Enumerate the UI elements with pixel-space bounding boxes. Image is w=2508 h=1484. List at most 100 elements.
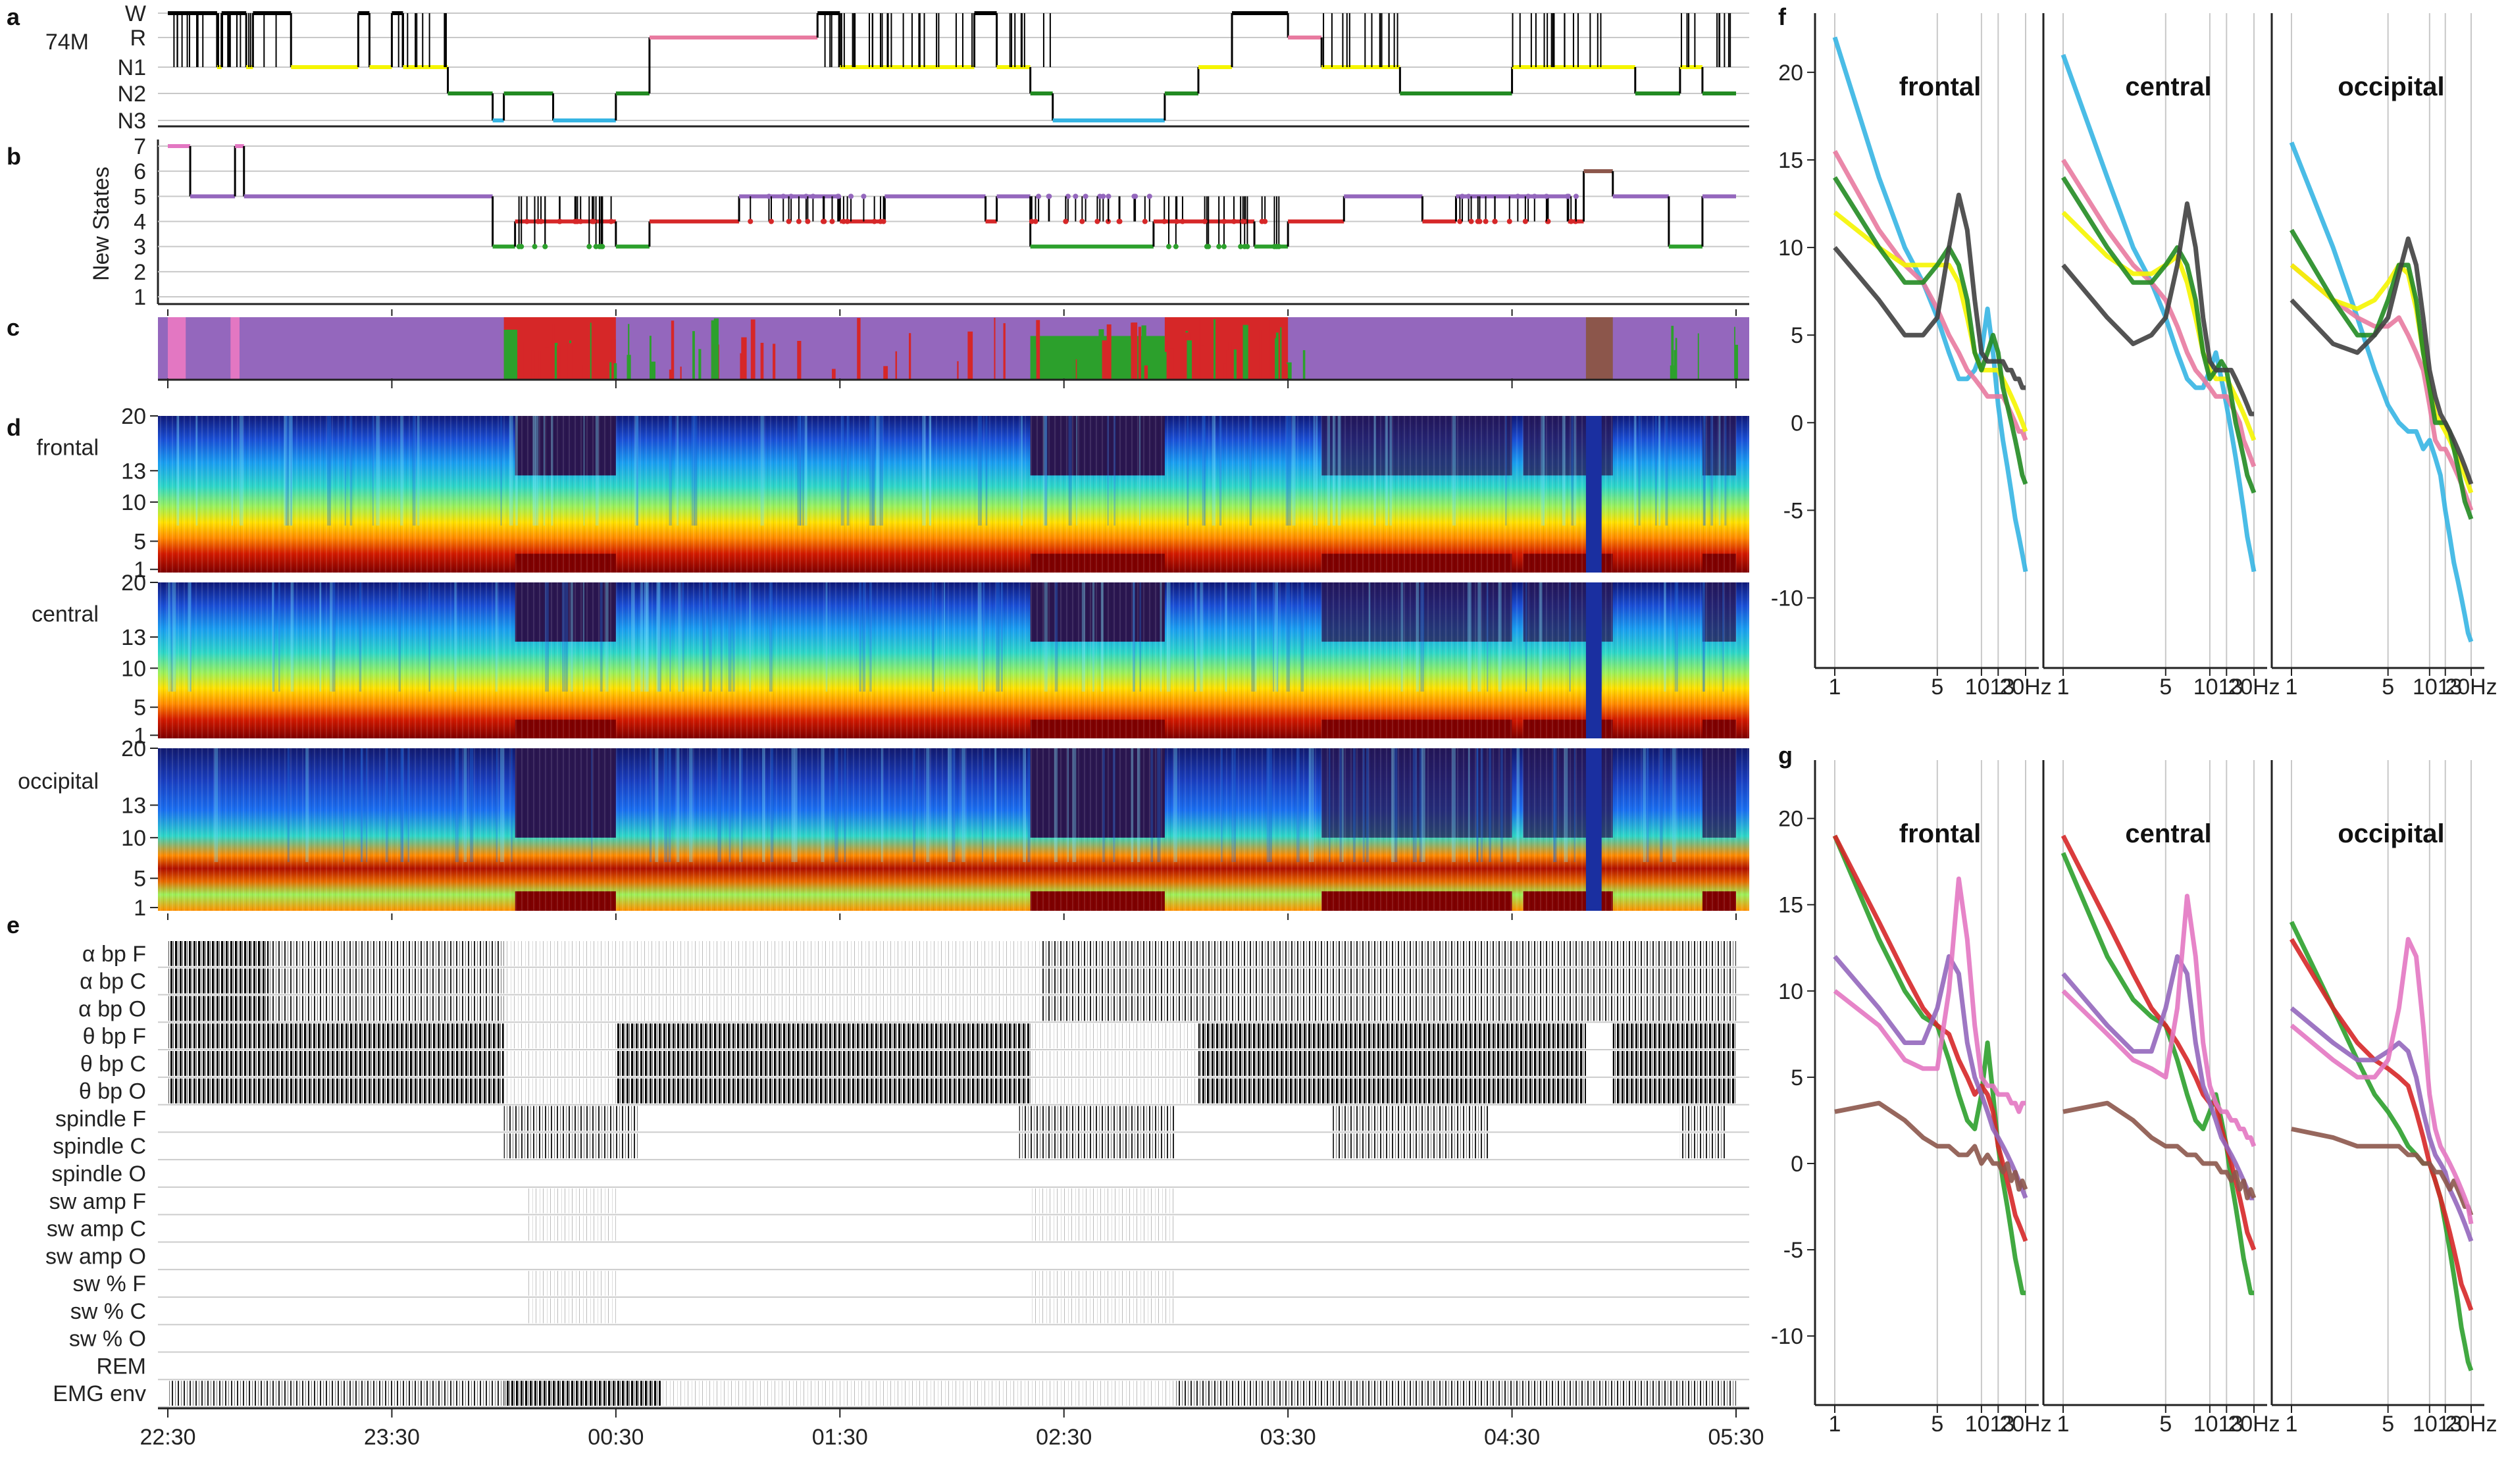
artifact-streak <box>1332 416 1336 526</box>
artifact-streak <box>682 582 684 692</box>
artifact-streak <box>1113 416 1116 526</box>
subplot-title-frontal: frontal <box>1899 819 1981 848</box>
spectrum-line-3 <box>2289 228 2474 520</box>
state-dot-4 <box>1142 218 1148 224</box>
stage-label-R: R <box>130 26 146 51</box>
artifact-streak <box>1702 582 1706 692</box>
state-dot-5 <box>1083 193 1088 199</box>
artifact-streak <box>664 748 668 862</box>
theta-dense <box>615 1023 1031 1049</box>
artifact-streak <box>319 582 322 692</box>
state-dot-5 <box>1046 193 1052 199</box>
feature-label-0: α bp F <box>82 942 146 967</box>
artifact-streak <box>983 582 985 692</box>
artifact-streak <box>1269 748 1272 862</box>
state4-area <box>760 342 764 380</box>
feature-row <box>168 1051 1736 1076</box>
y-tick-20: 20 <box>1778 807 1803 832</box>
y-tick-15: 15 <box>1778 893 1803 918</box>
panel-label-a: a <box>7 3 20 30</box>
subplot-title-frontal: frontal <box>1899 72 1981 101</box>
state-dot-4 <box>871 218 877 224</box>
artifact-streak <box>1480 748 1483 862</box>
artifact-streak <box>1489 748 1492 862</box>
x-tick-3: 20Hz <box>2445 675 2497 700</box>
state-dot-5 <box>1566 193 1572 199</box>
state-dot-5 <box>835 193 841 199</box>
artifact-band <box>1585 416 1602 573</box>
state3-area <box>1051 365 1056 380</box>
state-dot-5 <box>788 193 794 199</box>
x-tick-1: 5 <box>1931 1412 1943 1437</box>
stage-label-N2: N2 <box>118 82 146 107</box>
x-tick-2: 1013 <box>1965 1412 2015 1437</box>
state4-area <box>552 324 555 380</box>
artifact-streak <box>871 416 874 526</box>
artifact-streak <box>239 416 243 526</box>
artifact-streak <box>1313 416 1316 526</box>
artifact-streak <box>656 582 661 692</box>
state4-area <box>544 347 550 380</box>
feature-row <box>503 1133 1725 1159</box>
slow-wave-events <box>526 1271 616 1296</box>
y-tick-10: 10 <box>1778 979 1803 1004</box>
artifact-streak <box>926 748 930 862</box>
spindle-events <box>1019 1106 1176 1131</box>
state-dot-5 <box>848 193 854 199</box>
artifact-streak <box>1286 582 1291 692</box>
feature-row <box>168 1023 1736 1049</box>
state-dot-4 <box>796 218 802 224</box>
artifact-streak <box>985 416 988 526</box>
spectrum-line-0 <box>2289 141 2474 643</box>
artifact-streak <box>1133 582 1135 692</box>
artifact-streak <box>634 416 639 526</box>
spindle-events <box>503 1106 638 1131</box>
state-tick-5: 5 <box>134 184 146 209</box>
state4-area <box>567 343 573 380</box>
state-dot-4 <box>1522 218 1528 224</box>
spectrogram-occipital <box>158 748 1749 911</box>
artifact-streak <box>881 748 883 862</box>
panel-label-g: g <box>1778 742 1793 769</box>
freq-tick-20: 20 <box>121 404 146 429</box>
feature-row <box>168 996 1736 1021</box>
x-tick-1: 5 <box>2159 675 2172 700</box>
spectrum-line-1 <box>1832 834 2028 1242</box>
artifact-streak <box>1054 748 1058 862</box>
artifact-streak <box>650 748 652 862</box>
state-dot-4 <box>1094 218 1100 224</box>
artifact-streak <box>669 582 671 692</box>
channel-label-frontal: frontal <box>37 436 99 461</box>
artifact-streak <box>1287 416 1291 526</box>
state4-area <box>1226 349 1229 380</box>
artifact-streak <box>1187 416 1189 526</box>
state3-area <box>1233 349 1237 380</box>
artifact-streak <box>290 582 294 692</box>
x-tick-2: 1013 <box>2193 675 2243 700</box>
artifact-streak <box>1574 748 1575 862</box>
x-tick-2: 1013 <box>2413 1412 2463 1437</box>
artifact-streak <box>1157 748 1161 862</box>
artifact-streak <box>454 582 457 692</box>
state-dot-5 <box>1146 193 1152 199</box>
state-dot-3 <box>1173 243 1179 249</box>
state-dot-4 <box>1029 218 1035 224</box>
artifact-streak <box>595 416 599 526</box>
state4-area <box>1259 330 1262 380</box>
spectrogram-central <box>158 582 1749 738</box>
state3-area <box>1214 319 1216 380</box>
state-tick-2: 2 <box>134 260 146 285</box>
spectrum-line-3 <box>1834 1100 2028 1192</box>
artifact-streak <box>272 582 275 692</box>
spectrum-line-2 <box>1833 211 2028 432</box>
artifact-streak <box>1341 748 1344 862</box>
freq-tick-5: 5 <box>134 529 146 554</box>
spindle-events <box>1019 1133 1176 1159</box>
x-tick-0: 1 <box>1829 675 1841 700</box>
artifact-streak <box>582 582 584 692</box>
theta-dense <box>168 1023 504 1049</box>
y-tick--5: -5 <box>1783 498 1803 523</box>
artifact-streak <box>278 582 280 692</box>
slow-wave-events <box>526 1188 616 1214</box>
artifact-streak <box>948 748 952 862</box>
